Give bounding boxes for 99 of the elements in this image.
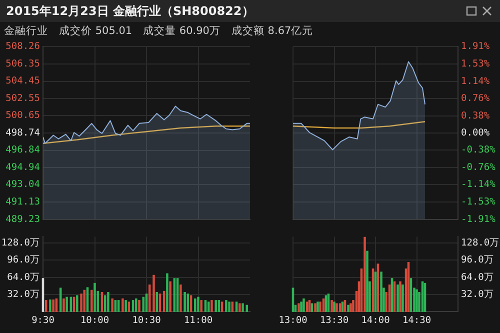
y-tick-label: 489.23	[6, 214, 40, 225]
bar	[364, 236, 366, 312]
bar	[49, 300, 52, 312]
bar	[310, 303, 314, 312]
bar	[214, 300, 217, 312]
bar	[314, 303, 316, 312]
y-tick-label: 64.0万	[7, 272, 40, 283]
bar	[396, 284, 399, 312]
bar	[194, 298, 196, 312]
y2-tick-label: 64.0万	[461, 272, 494, 283]
bar	[231, 302, 234, 312]
y2-tick-label: -1.53%	[461, 196, 496, 208]
y-tick-label: 506.35	[6, 58, 40, 70]
y2-tick-label: 0.00%	[461, 127, 490, 138]
bar	[152, 274, 155, 312]
bar	[66, 296, 68, 312]
y2-tick-label: 0.38%	[461, 110, 490, 122]
y2-tick-label: 1.91%	[461, 41, 490, 52]
bar	[169, 281, 172, 312]
x-tick-label: 10:30	[132, 314, 162, 326]
bar	[324, 295, 328, 312]
y2-tick-label: -1.91%	[461, 214, 496, 225]
bar	[298, 303, 300, 312]
bar	[200, 300, 202, 312]
bar	[350, 303, 352, 312]
y-tick-label: 496.84	[6, 144, 40, 156]
bar	[416, 289, 418, 312]
bar	[330, 300, 333, 312]
y2-tick-label: 0.76%	[461, 93, 490, 104]
y2-tick-label: 1.53%	[461, 58, 490, 70]
x-tick-label: 14:00	[361, 314, 390, 326]
y2-tick-label: -0.76%	[461, 162, 496, 173]
bar	[402, 284, 404, 312]
bar	[111, 298, 114, 312]
y2-tick-label: 32.0万	[461, 288, 494, 300]
bar	[52, 300, 54, 312]
bar	[210, 300, 213, 312]
x-tick-label: 14:30	[402, 314, 432, 326]
bar	[207, 302, 210, 312]
bar	[336, 303, 338, 312]
y-tick-label: 500.65	[6, 110, 40, 122]
bar	[242, 303, 244, 312]
bar	[319, 302, 322, 312]
y-tick-label: 504.45	[6, 76, 40, 87]
bar	[184, 292, 186, 312]
bar	[225, 300, 228, 312]
bar	[306, 302, 308, 312]
bar	[76, 295, 78, 312]
bar	[238, 303, 241, 312]
bar	[300, 302, 302, 312]
x-tick-label: 13:00	[278, 314, 308, 326]
bar	[94, 282, 96, 312]
bar	[190, 295, 192, 312]
bar	[228, 302, 230, 312]
bar	[180, 284, 182, 312]
bar	[156, 292, 158, 312]
bar	[80, 294, 82, 312]
bar	[135, 298, 138, 312]
bar	[122, 298, 124, 312]
y-tick-label: 96.0万	[7, 254, 40, 266]
y-tick-label: 32.0万	[7, 288, 40, 300]
y2-tick-label: 128.0万	[461, 238, 500, 249]
y-tick-label: 493.04	[6, 179, 40, 190]
bar	[316, 302, 319, 312]
y2-tick-label: 96.0万	[461, 254, 494, 266]
bar	[235, 302, 238, 312]
bar	[124, 300, 127, 312]
bar	[302, 298, 305, 312]
bar	[333, 302, 336, 312]
bar	[90, 290, 93, 312]
bar	[366, 250, 368, 312]
y2-tick-label: -1.14%	[461, 178, 496, 190]
x-tick-label: 9:30	[32, 314, 55, 326]
bar	[128, 302, 130, 312]
bar	[399, 281, 402, 312]
bar	[138, 300, 140, 312]
y2-tick-label: -0.38%	[461, 144, 496, 156]
bar	[166, 273, 168, 312]
bar	[197, 296, 200, 312]
bar	[338, 303, 342, 312]
y-tick-label: 498.74	[6, 128, 40, 139]
bar	[347, 304, 350, 312]
bar	[107, 292, 110, 312]
y-tick-label: 128.0万	[1, 238, 40, 249]
bar	[341, 302, 344, 312]
y2-tick-label: 1.14%	[461, 76, 490, 87]
x-tick-label: 11:00	[184, 314, 213, 326]
bar	[62, 298, 65, 312]
y-tick-label: 494.94	[6, 162, 40, 173]
x-tick-label: 10:00	[80, 314, 110, 326]
bar	[220, 302, 224, 312]
bar	[380, 272, 382, 312]
y-tick-label: 502.55	[6, 92, 40, 104]
chart-subtitle: 金融行业 成交价 505.01 成交量 60.90万 成交额 8.67亿元	[4, 24, 314, 38]
y-tick-label: 508.26	[6, 41, 40, 52]
bar	[104, 295, 106, 312]
chart-title: 2015年12月23日 金融行业（SH800822）	[6, 3, 254, 20]
y-tick-label: 491.13	[6, 196, 40, 208]
x-tick-label: 13:30	[320, 314, 349, 326]
